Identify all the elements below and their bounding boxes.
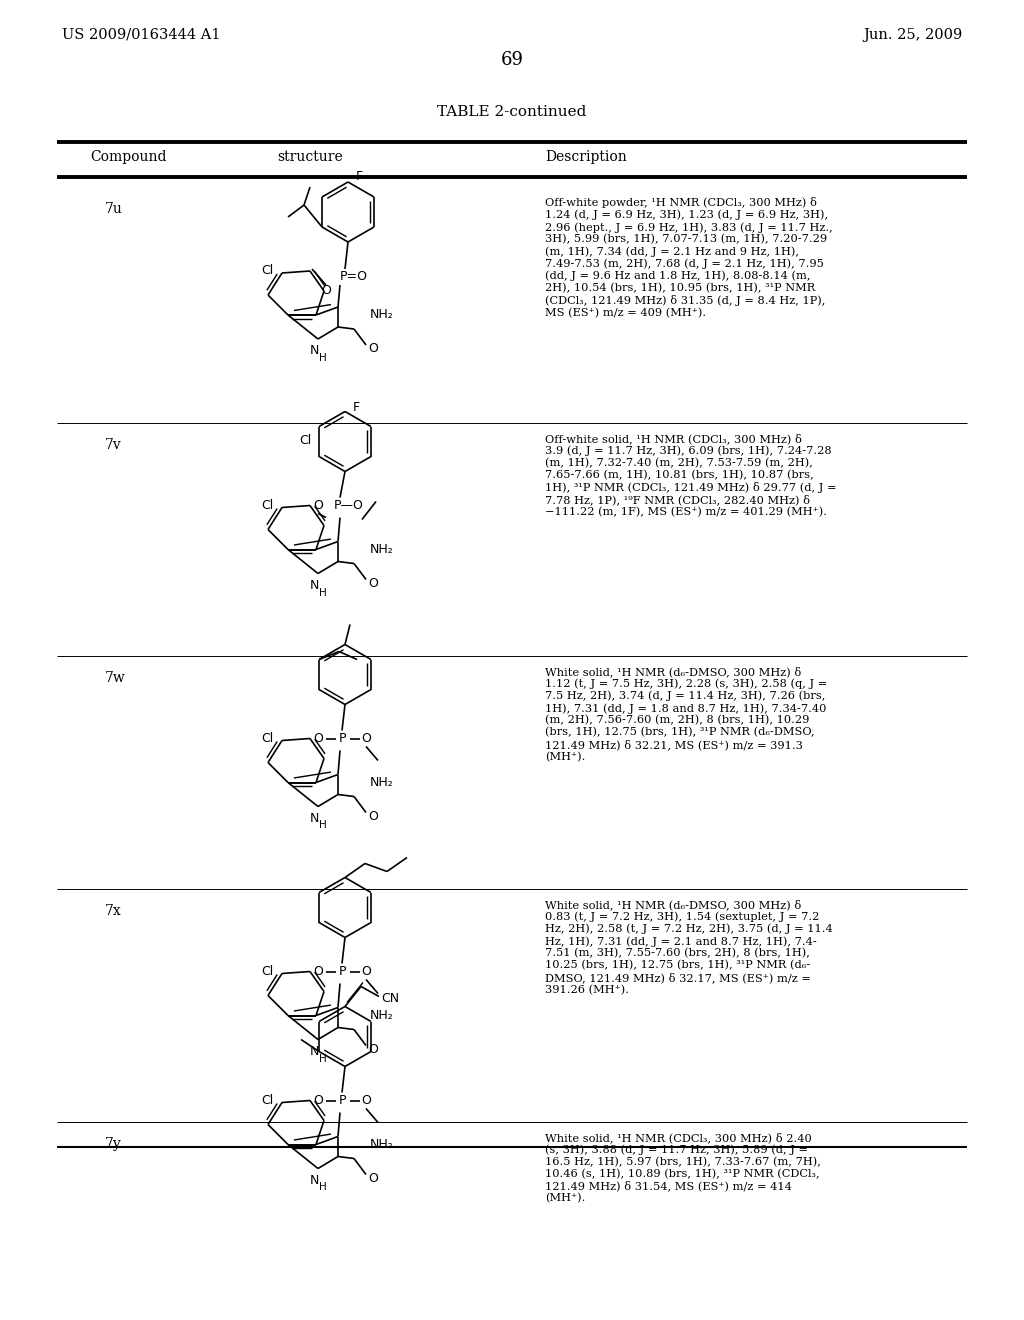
Text: White solid, ¹H NMR (d₆-DMSO, 300 MHz) δ
0.83 (t, J = 7.2 Hz, 3H), 1.54 (sextupl: White solid, ¹H NMR (d₆-DMSO, 300 MHz) δ… — [545, 899, 833, 995]
Text: O: O — [313, 1094, 323, 1107]
Text: O: O — [368, 1043, 378, 1056]
Text: P—O: P—O — [334, 499, 364, 512]
Text: 69: 69 — [501, 51, 523, 69]
Text: F: F — [353, 401, 360, 414]
Text: H: H — [319, 587, 327, 598]
Text: Off-white powder, ¹H NMR (CDCl₃, 300 MHz) δ
1.24 (d, J = 6.9 Hz, 3H), 1.23 (d, J: Off-white powder, ¹H NMR (CDCl₃, 300 MHz… — [545, 197, 833, 318]
Text: Cl: Cl — [299, 434, 311, 447]
Text: N: N — [309, 1045, 318, 1059]
Text: structure: structure — [278, 150, 343, 164]
Text: O: O — [322, 285, 331, 297]
Text: NH₂: NH₂ — [370, 309, 394, 322]
Text: H: H — [319, 821, 327, 830]
Text: H: H — [319, 1053, 327, 1064]
Text: P: P — [338, 1094, 346, 1107]
Text: O: O — [313, 499, 323, 512]
Text: NH₂: NH₂ — [370, 1008, 394, 1022]
Text: Jun. 25, 2009: Jun. 25, 2009 — [863, 28, 962, 42]
Text: N: N — [309, 579, 318, 591]
Text: Cl: Cl — [262, 499, 274, 512]
Text: O: O — [368, 577, 378, 590]
Text: O: O — [368, 342, 378, 355]
Text: N: N — [309, 1173, 318, 1187]
Text: F: F — [356, 169, 364, 182]
Text: Off-white solid, ¹H NMR (CDCl₃, 300 MHz) δ
3.9 (d, J = 11.7 Hz, 3H), 6.09 (brs, : Off-white solid, ¹H NMR (CDCl₃, 300 MHz)… — [545, 433, 837, 517]
Text: O: O — [361, 1094, 371, 1107]
Text: Cl: Cl — [262, 733, 274, 744]
Text: NH₂: NH₂ — [370, 1138, 394, 1151]
Text: O: O — [313, 965, 323, 978]
Text: US 2009/0163444 A1: US 2009/0163444 A1 — [62, 28, 220, 42]
Text: O: O — [361, 733, 371, 744]
Text: 7u: 7u — [105, 202, 123, 216]
Text: 7x: 7x — [105, 904, 122, 917]
Text: Description: Description — [545, 150, 627, 164]
Text: Cl: Cl — [262, 1094, 274, 1107]
Text: H: H — [319, 352, 327, 363]
Text: Cl: Cl — [262, 965, 274, 978]
Text: N: N — [309, 812, 318, 825]
Text: White solid, ¹H NMR (CDCl₃, 300 MHz) δ 2.40
(s, 3H), 3.88 (d, J = 11.7 Hz, 3H), : White solid, ¹H NMR (CDCl₃, 300 MHz) δ 2… — [545, 1133, 821, 1204]
Text: N: N — [309, 345, 318, 358]
Text: O: O — [313, 733, 323, 744]
Text: White solid, ¹H NMR (d₆-DMSO, 300 MHz) δ
1.12 (t, J = 7.5 Hz, 3H), 2.28 (s, 3H),: White solid, ¹H NMR (d₆-DMSO, 300 MHz) δ… — [545, 667, 827, 762]
Text: O: O — [368, 810, 378, 822]
Text: O: O — [368, 1172, 378, 1185]
Text: O: O — [361, 965, 371, 978]
Text: TABLE 2-continued: TABLE 2-continued — [437, 106, 587, 119]
Text: NH₂: NH₂ — [370, 776, 394, 789]
Text: 7v: 7v — [105, 438, 122, 451]
Text: NH₂: NH₂ — [370, 543, 394, 556]
Text: 7w: 7w — [105, 671, 126, 685]
Text: H: H — [319, 1183, 327, 1192]
Text: P: P — [338, 965, 346, 978]
Text: P=O: P=O — [340, 271, 368, 284]
Text: 7y: 7y — [105, 1137, 122, 1151]
Text: Compound: Compound — [90, 150, 167, 164]
Text: Cl: Cl — [262, 264, 274, 277]
Text: CN: CN — [381, 993, 399, 1005]
Text: P: P — [338, 733, 346, 744]
